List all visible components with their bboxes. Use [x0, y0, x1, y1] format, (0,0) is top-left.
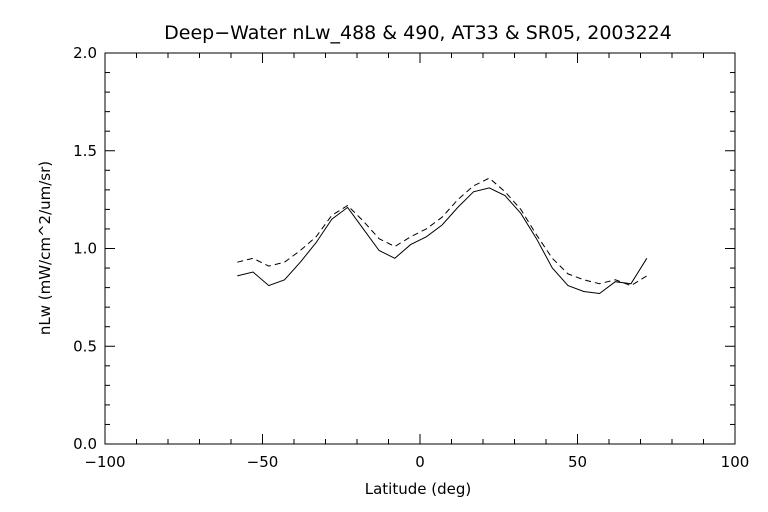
series-2-dashed-line — [237, 177, 648, 287]
ticks: −100 −50 0 50 100 0.0 0.5 1.0 1.5 2.0 — [73, 44, 749, 471]
series-1-solid-line — [237, 187, 648, 295]
x-tick-label: −50 — [247, 453, 279, 471]
x-tick-label: 0 — [415, 453, 425, 471]
x-tick-label: 100 — [721, 453, 750, 471]
x-tick-label: 50 — [568, 453, 587, 471]
y-axis-label: nLw (mW/cm^2/um/sr) — [36, 161, 54, 335]
y-tick-label: 0.5 — [73, 337, 97, 355]
y-tick-label: 2.0 — [73, 44, 97, 62]
y-tick-label: 0.0 — [73, 435, 97, 453]
y-tick-label: 1.0 — [73, 240, 97, 258]
x-tick-label: −100 — [84, 453, 125, 471]
chart-title: Deep−Water nLw_488 & 490, AT33 & SR05, 2… — [164, 22, 672, 44]
y-tick-label: 1.5 — [73, 142, 97, 160]
series-group — [237, 177, 648, 295]
plot-frame — [104, 52, 736, 445]
x-axis-label: Latitude (deg) — [365, 480, 471, 498]
